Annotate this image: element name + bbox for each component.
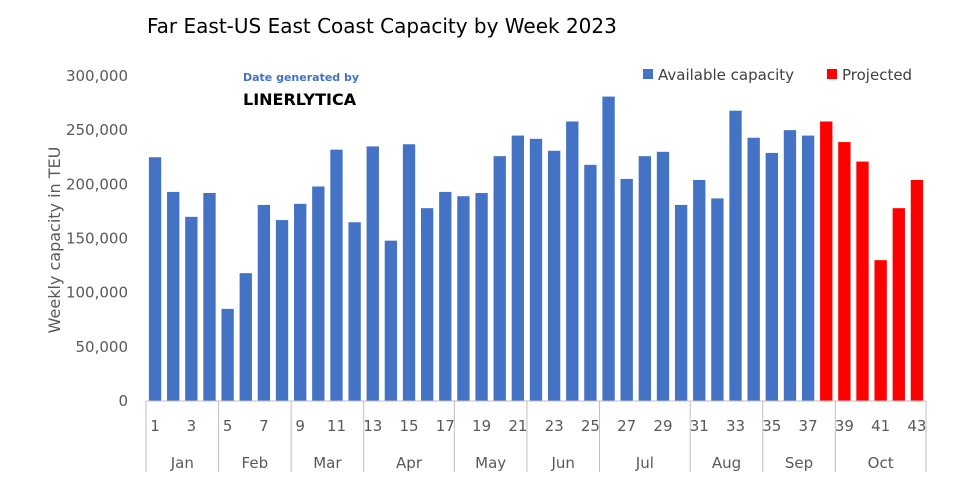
- bar-available: [547, 150, 561, 401]
- bar-available: [747, 137, 760, 401]
- bar-available: [402, 144, 416, 401]
- x-tick-label: 21: [508, 417, 527, 435]
- legend-swatch-available: [643, 69, 653, 79]
- y-tick-label: 250,000: [66, 121, 128, 139]
- month-label: Jun: [550, 454, 574, 472]
- bar-projected: [910, 180, 924, 401]
- bar-available: [566, 121, 579, 401]
- bar-available: [330, 149, 343, 401]
- bar-available: [221, 308, 234, 401]
- bar-projected: [856, 161, 869, 401]
- bar-available: [239, 273, 252, 401]
- x-tick-label: 31: [690, 417, 709, 435]
- month-label: May: [475, 454, 506, 472]
- bar-available: [638, 156, 651, 401]
- month-label: Jul: [635, 454, 654, 472]
- x-tick-label: 3: [187, 417, 197, 435]
- watermark-line1: Date generated by: [243, 71, 359, 84]
- bar-available: [384, 240, 398, 401]
- bar-available: [167, 191, 180, 401]
- y-tick-label: 300,000: [66, 67, 128, 85]
- bar-available: [493, 156, 506, 401]
- x-axis: 1 3 5 7 9 11 13 15 17 19 21 23 25 27 29 31 33 35 37 39 41 43J…: [145, 400, 927, 472]
- x-tick-label: 33: [726, 417, 745, 435]
- bar-available: [656, 151, 670, 401]
- x-tick-label: 39: [835, 417, 854, 435]
- bar-available: [294, 203, 307, 401]
- x-tick-label: 13: [363, 417, 382, 435]
- bar-available: [602, 96, 615, 401]
- bar-available: [257, 204, 271, 401]
- bar-available: [203, 193, 216, 401]
- bar-projected: [892, 208, 905, 401]
- x-tick-label: 17: [436, 417, 455, 435]
- month-label: Jan: [170, 454, 194, 472]
- bar-available: [801, 135, 815, 401]
- watermark-line2: LINERLYTICA: [243, 90, 357, 109]
- bar-available: [475, 193, 488, 401]
- bar-available: [711, 198, 724, 401]
- month-label: Mar: [313, 454, 342, 472]
- y-tick-label: 150,000: [66, 230, 128, 248]
- bar-available: [148, 157, 162, 401]
- bar-available: [348, 222, 361, 401]
- x-tick-label: 5: [223, 417, 233, 435]
- x-tick-label: 35: [762, 417, 781, 435]
- bar-available: [584, 164, 597, 401]
- y-tick-label: 50,000: [76, 338, 129, 356]
- bar-available: [511, 135, 525, 401]
- x-tick-label: 15: [399, 417, 418, 435]
- bars: [148, 96, 924, 402]
- bar-available: [275, 220, 289, 401]
- bar-available: [529, 138, 543, 401]
- x-tick-label: 7: [259, 417, 269, 435]
- bar-available: [729, 110, 742, 402]
- x-tick-label: 41: [871, 417, 890, 435]
- bar-available: [620, 178, 633, 401]
- legend: Available capacity Projected: [643, 66, 912, 84]
- bar-available: [185, 216, 198, 401]
- legend-label-projected: Projected: [842, 66, 912, 84]
- bar-available: [421, 208, 434, 401]
- legend-swatch-projected: [827, 69, 837, 79]
- x-tick-label: 11: [327, 417, 346, 435]
- month-label: Oct: [868, 454, 894, 472]
- x-tick-label: 29: [653, 417, 672, 435]
- bar-projected: [838, 142, 851, 401]
- y-axis-ticks: 0 50,000 100,000 150,000 200,000 250,000 300,0…: [66, 67, 128, 410]
- x-tick-label: 43: [907, 417, 926, 435]
- month-label: Aug: [712, 454, 741, 472]
- bar-available: [693, 180, 706, 401]
- legend-label-available: Available capacity: [658, 66, 794, 84]
- month-label: Sep: [785, 454, 813, 472]
- x-tick-label: 27: [617, 417, 636, 435]
- y-tick-label: 100,000: [66, 284, 128, 302]
- chart-title: Far East-US East Coast Capacity by Week …: [147, 14, 617, 38]
- month-label: Feb: [242, 454, 269, 472]
- x-tick-label: 23: [545, 417, 564, 435]
- bar-available: [674, 204, 688, 401]
- bar-available: [439, 191, 452, 401]
- bar-available: [366, 146, 379, 401]
- x-tick-label: 19: [472, 417, 491, 435]
- y-tick-label: 0: [118, 392, 128, 410]
- y-axis-label: Weekly capacity in TEU: [45, 147, 64, 334]
- bar-projected: [874, 260, 887, 401]
- month-label: Apr: [396, 454, 423, 472]
- y-tick-label: 200,000: [66, 175, 128, 193]
- x-tick-label: 37: [799, 417, 818, 435]
- bar-available: [457, 196, 470, 401]
- bar-available: [765, 152, 778, 401]
- x-tick-label: 1: [150, 417, 160, 435]
- bar-available: [312, 186, 325, 401]
- x-tick-label: 9: [295, 417, 305, 435]
- bar-projected: [820, 121, 833, 401]
- bar-available: [783, 130, 797, 402]
- x-tick-label: 25: [581, 417, 600, 435]
